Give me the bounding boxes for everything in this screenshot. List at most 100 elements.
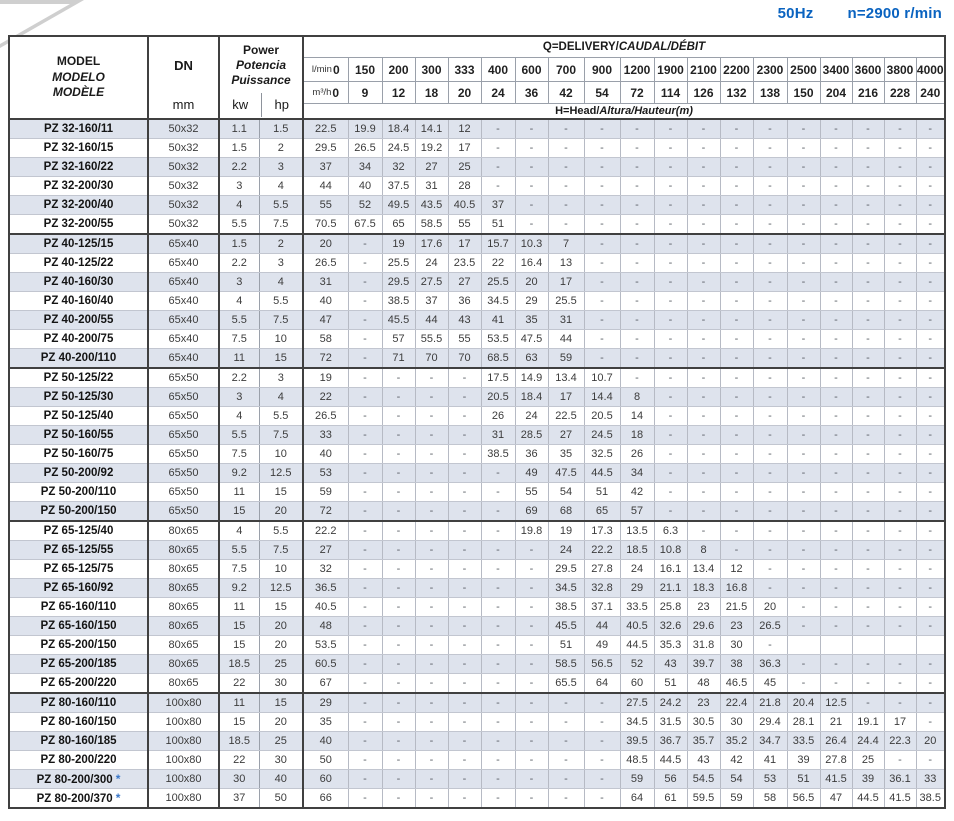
head-value-cell: 26.5 xyxy=(752,616,787,636)
head-value-cell: - xyxy=(915,501,945,522)
head-value-cell: - xyxy=(786,425,820,445)
model-cell: PZ 40-125/22 xyxy=(9,253,149,273)
head-value-cell: 49.5 xyxy=(381,195,415,215)
head-value-cell: 43.5 xyxy=(414,195,448,215)
head-value-cell: - xyxy=(851,501,884,522)
head-value-cell: - xyxy=(347,559,382,579)
head-value-cell: - xyxy=(447,387,481,407)
head-value-cell: 29.6 xyxy=(686,616,720,636)
power-kw-cell: 11 xyxy=(219,348,260,369)
table-row: PZ 32-160/15 50x32 1.5 2 29.5 26.5 24.5 19.2 17-… xyxy=(9,138,945,158)
head-value-cell: - xyxy=(915,750,945,770)
dn-size-cell: 100x80 xyxy=(148,750,220,770)
head-value-cell: - xyxy=(347,329,382,349)
head-value-cell: - xyxy=(381,367,415,388)
dn-size-cell: 80x65 xyxy=(148,578,220,598)
table-row: PZ 50-125/30 65x50 3 4 22- - - -20.5 18.4 17 14.4 8… xyxy=(9,387,945,407)
model-name: PZ 40-200/55 xyxy=(43,314,114,326)
head-value-cell: 31.8 xyxy=(686,635,720,655)
head-value-cell: - xyxy=(851,214,884,235)
kw-unit-label: kw xyxy=(220,92,262,117)
head-value-cell: - xyxy=(514,673,548,694)
head-value-cell: - xyxy=(819,310,852,330)
flow-m3h-first-cell: m³/h 0 xyxy=(304,86,348,100)
table-row: PZ 40-160/40 65x40 4 5.5 40-38.5 37 36 34.5 29 25… xyxy=(9,291,945,311)
head-value-cell: - xyxy=(480,654,515,674)
head-value-cell: - xyxy=(347,425,382,445)
head-value-cell: - xyxy=(915,654,945,674)
head-value-cell: - xyxy=(819,138,852,158)
power-kw-cell: 18.5 xyxy=(219,654,260,674)
power-kw-cell: 3 xyxy=(219,387,260,407)
head-value-cell: 51 xyxy=(786,769,820,789)
dn-size-cell: 100x80 xyxy=(148,788,220,809)
head-value-cell: 70.5 xyxy=(303,214,348,235)
head-value-cell: 55 xyxy=(447,329,481,349)
head-value-cell: - xyxy=(915,138,945,158)
head-value-cell: 53.5 xyxy=(480,329,515,349)
head-value-cell: 15.7 xyxy=(480,233,515,254)
power-kw-cell: 3 xyxy=(219,176,260,196)
dn-size-cell: 65x40 xyxy=(148,291,220,311)
head-value-cell: - xyxy=(883,406,916,426)
head-value-cell: - xyxy=(414,654,448,674)
head-value-cell: - xyxy=(786,233,820,254)
head-value-cell: 28.5 xyxy=(514,425,548,445)
head-value-cell: 47.5 xyxy=(514,329,548,349)
head-value-cell: 30 xyxy=(719,712,753,732)
head-value-cell: - xyxy=(347,788,382,809)
head-value-cell: - xyxy=(583,788,620,809)
head-value-cell: 40 xyxy=(303,291,348,311)
head-value-cell: 8 xyxy=(686,540,720,560)
head-value-cell: - xyxy=(619,291,654,311)
model-name: PZ 40-160/30 xyxy=(43,276,114,288)
head-value-cell: 25 xyxy=(851,750,884,770)
flow-lmin-value: 150 xyxy=(347,57,382,82)
head-value-cell: - xyxy=(915,425,945,445)
power-hp-cell: 3 xyxy=(259,157,304,177)
head-value-cell: - xyxy=(414,463,448,483)
model-name: PZ 80-200/370 xyxy=(36,793,113,805)
dn-size-cell: 50x32 xyxy=(148,138,220,158)
head-value-cell: - xyxy=(414,788,448,809)
head-value-cell: 59 xyxy=(303,482,348,502)
head-value-cell: - xyxy=(514,559,548,579)
head-value-cell: 58.5 xyxy=(547,654,584,674)
model-cell: PZ 32-200/30 xyxy=(9,176,149,196)
head-value-cell: - xyxy=(514,712,548,732)
head-value-cell: 17 xyxy=(883,712,916,732)
head-value-cell: 23 xyxy=(686,692,720,713)
head-value-cell: 65 xyxy=(381,214,415,235)
head-value-cell: - xyxy=(719,463,753,483)
head-value-cell: 17.3 xyxy=(583,520,620,541)
head-value-cell: - xyxy=(347,310,382,330)
head-value-cell: 60 xyxy=(619,673,654,694)
power-kw-cell: 15 xyxy=(219,635,260,655)
hp-unit-label: hp xyxy=(274,97,289,112)
head-value-cell: 72 xyxy=(303,501,348,522)
power-hp-cell: 25 xyxy=(259,731,304,751)
head-value-cell: 24 xyxy=(414,253,448,273)
head-value-cell: - xyxy=(686,329,720,349)
head-value-cell: - xyxy=(653,367,687,388)
model-name: PZ 50-125/40 xyxy=(43,410,114,422)
head-value-cell: - xyxy=(752,444,787,464)
head-value-cell: 44 xyxy=(583,616,620,636)
power-hp-cell: 3 xyxy=(259,367,304,388)
dn-size-cell: 50x32 xyxy=(148,176,220,196)
head-value-cell: - xyxy=(447,712,481,732)
head-value-cell: - xyxy=(514,635,548,655)
head-value-cell: 42 xyxy=(619,482,654,502)
flow-lmin-unit-label: l/min xyxy=(311,64,332,75)
head-value-cell: 38.5 xyxy=(480,444,515,464)
head-value-cell: - xyxy=(514,769,548,789)
head-value-cell: - xyxy=(514,119,548,139)
head-value-cell: - xyxy=(514,616,548,636)
flow-lmin-value: 600 xyxy=(514,57,548,82)
head-value-cell: 20.5 xyxy=(583,406,620,426)
head-value-cell: 23 xyxy=(686,597,720,617)
head-value-cell: - xyxy=(686,482,720,502)
head-value-cell: - xyxy=(480,463,515,483)
head-value-cell: - xyxy=(686,272,720,292)
dn-size-cell: 100x80 xyxy=(148,731,220,751)
